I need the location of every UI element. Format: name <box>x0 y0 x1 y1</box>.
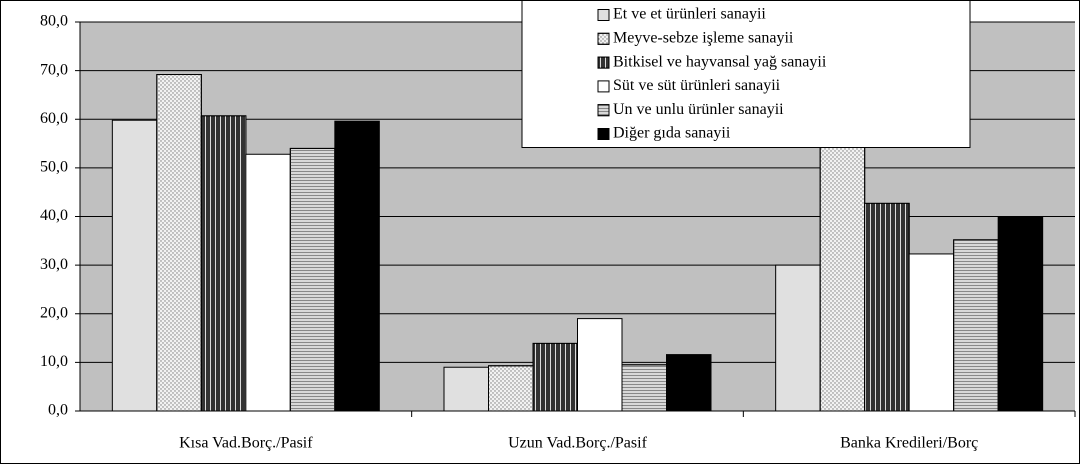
bar-pattern <box>819 104 866 412</box>
legend-label: Et ve et ürünleri sanayii <box>613 6 766 23</box>
legend-box <box>521 0 971 148</box>
legend-swatch-pattern <box>597 32 610 45</box>
y-tick-label: 0,0 <box>48 402 68 419</box>
y-tick-label: 50,0 <box>40 159 68 176</box>
legend-label: Meyve-sebze işleme sanayii <box>613 29 794 46</box>
bar-pattern <box>156 74 202 412</box>
bar <box>334 120 380 412</box>
bar-pattern <box>953 239 999 412</box>
bar <box>245 153 291 412</box>
bar-pattern <box>864 202 910 412</box>
y-tick-label: 60,0 <box>40 110 68 127</box>
bar <box>111 119 158 412</box>
legend-label: Süt ve süt ürünleri sanayii <box>613 77 781 94</box>
bar-pattern <box>488 365 534 412</box>
bar <box>577 318 623 412</box>
y-tick-label: 20,0 <box>40 304 68 321</box>
bar <box>443 366 489 412</box>
legend-swatch <box>597 9 610 21</box>
bar <box>666 354 712 412</box>
legend-swatch-pattern <box>597 56 610 69</box>
y-tick-label: 80,0 <box>40 13 68 30</box>
y-tick-label: 40,0 <box>40 207 68 224</box>
x-tick-label: Banka Kredileri/Borç <box>840 435 978 452</box>
x-tick-label: Uzun Vad.Borç./Pasif <box>508 435 647 452</box>
bar <box>908 253 955 412</box>
legend-swatch <box>597 128 610 140</box>
bar-pattern <box>289 147 336 412</box>
legend-label: Un ve unlu ürünler sanayii <box>613 101 784 118</box>
legend-label: Diğer gıda sanayii <box>613 125 731 142</box>
legend-label: Bitkisel ve hayvansal yağ sanayii <box>613 53 827 70</box>
legend-swatch-pattern <box>597 104 610 117</box>
bar-pattern <box>200 115 247 412</box>
x-tick-label: Kısa Vad.Borç./Pasif <box>179 435 313 452</box>
y-tick-label: 30,0 <box>40 256 68 273</box>
bar-pattern <box>532 342 578 412</box>
bar <box>997 216 1044 412</box>
bar <box>775 264 821 412</box>
y-tick-label: 70,0 <box>40 61 68 78</box>
bar-pattern <box>621 364 667 412</box>
y-tick-label: 10,0 <box>40 353 68 370</box>
legend-swatch <box>597 80 610 93</box>
